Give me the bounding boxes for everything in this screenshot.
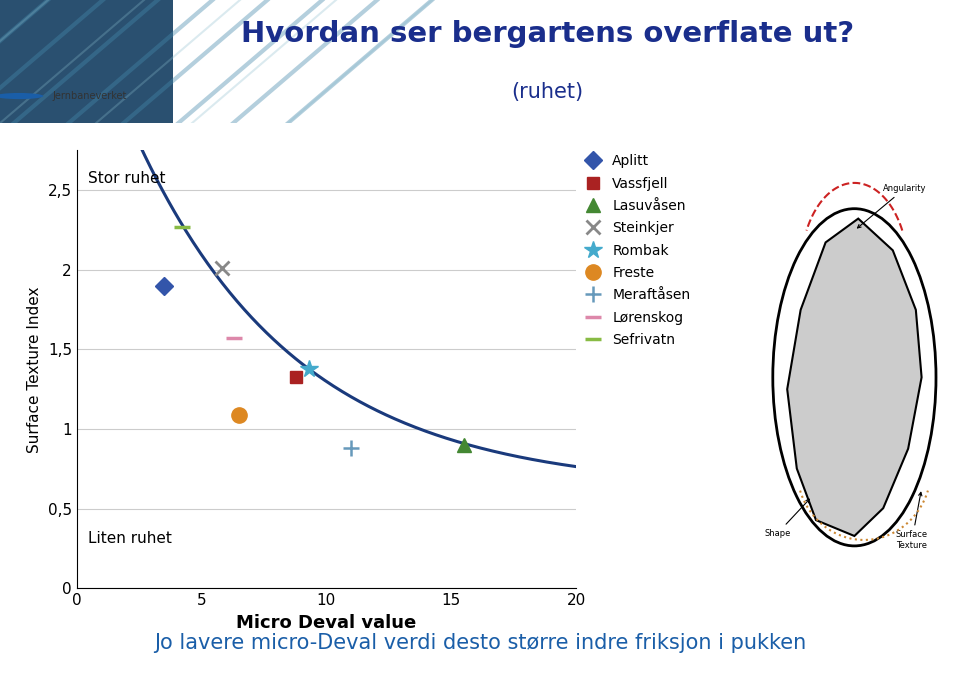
- Circle shape: [0, 93, 43, 99]
- Text: Shape: Shape: [764, 499, 809, 538]
- Bar: [0, 0, 173, 123]
- Text: Liten ruhet: Liten ruhet: [88, 531, 172, 546]
- Y-axis label: Surface Texture Index: Surface Texture Index: [27, 286, 42, 453]
- Text: Hvordan ser bergartens overflate ut?: Hvordan ser bergartens overflate ut?: [241, 21, 853, 49]
- Text: Jo lavere micro-Deval verdi desto større indre friksjon i pukken: Jo lavere micro-Deval verdi desto større…: [154, 633, 806, 653]
- Polygon shape: [787, 219, 922, 536]
- Text: (ruhet): (ruhet): [511, 82, 584, 103]
- Legend: Aplitt, Vassfjell, Lasuvåsen, Steinkjer, Rombak, Freste, Meraftåsen, Lørenskog, : Aplitt, Vassfjell, Lasuvåsen, Steinkjer,…: [573, 148, 696, 352]
- Text: Angularity: Angularity: [857, 184, 926, 228]
- Text: Stor ruhet: Stor ruhet: [88, 171, 165, 186]
- Text: Jernbaneverket: Jernbaneverket: [53, 91, 127, 101]
- X-axis label: Micro Deval value: Micro Deval value: [236, 614, 417, 631]
- Text: Surface
Texture: Surface Texture: [896, 492, 928, 550]
